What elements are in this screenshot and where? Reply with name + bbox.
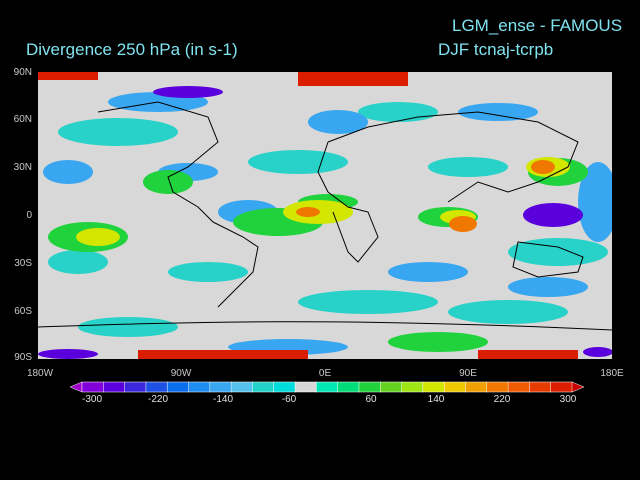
lon-label: 90W: [170, 368, 192, 379]
colorbar-swatch: [230, 381, 254, 393]
colorbar-label: 300: [559, 394, 577, 405]
colorbar-swatch: [507, 381, 531, 393]
lat-label: 30N: [13, 162, 32, 173]
colorbar-label: -300: [81, 394, 103, 405]
field-patches-cyan: [48, 102, 608, 337]
field-patches-purple: [38, 86, 612, 359]
lon-label: 180E: [600, 368, 624, 379]
colorbar-label: -220: [147, 394, 169, 405]
colorbar-swatch: [358, 381, 382, 393]
colorbar-swatch: [81, 381, 105, 393]
field-patches-orange: [296, 160, 555, 232]
colorbar-swatch: [337, 381, 360, 393]
colorbar-swatch: [443, 381, 467, 393]
colorbar: [70, 381, 584, 393]
lat-label: 90N: [13, 67, 32, 78]
colorbar-swatch: [209, 381, 232, 393]
lat-label: 90S: [14, 352, 32, 363]
divergence-map: [38, 72, 612, 359]
colorbar-label: -60: [281, 394, 297, 405]
colorbar-swatch: [145, 381, 168, 393]
colorbar-swatch: [550, 381, 573, 393]
colorbar-label: 140: [427, 394, 445, 405]
lon-label: 90E: [459, 368, 477, 379]
variable-title: Divergence 250 hPa (in s-1): [26, 40, 238, 59]
colorbar-swatch: [252, 381, 275, 393]
colorbar-swatch: [124, 381, 147, 393]
lon-label: 0E: [318, 368, 332, 379]
season-run-title: DJF tcnaj-tcrpb: [438, 40, 554, 59]
colorbar-swatch: [70, 381, 83, 393]
colorbar-swatch: [316, 381, 339, 393]
colorbar-swatch: [529, 381, 552, 393]
colorbar-swatch: [166, 381, 190, 393]
lat-label: 30S: [14, 258, 32, 269]
colorbar-swatch: [188, 381, 211, 393]
colorbar-swatch: [401, 381, 424, 393]
coastlines: [38, 101, 612, 331]
lat-label: 0: [26, 210, 32, 221]
experiment-title: LGM_ense - FAMOUS: [452, 16, 623, 35]
colorbar-swatch: [422, 381, 445, 393]
colorbar-swatch: [465, 381, 488, 393]
colorbar-swatch: [294, 381, 318, 393]
colorbar-label: 220: [493, 394, 511, 405]
colorbar-swatch: [380, 381, 403, 393]
colorbar-label: -140: [212, 394, 234, 405]
lon-label: 180W: [26, 368, 54, 379]
colorbar-label: 60: [365, 394, 377, 405]
colorbar-swatch: [486, 381, 509, 393]
colorbar-swatch: [103, 381, 126, 393]
lat-label: 60S: [14, 306, 32, 317]
colorbar-swatch: [571, 381, 584, 393]
colorbar-swatch: [273, 381, 296, 393]
field-patches-red: [38, 72, 578, 359]
lat-label: 60N: [13, 114, 32, 125]
